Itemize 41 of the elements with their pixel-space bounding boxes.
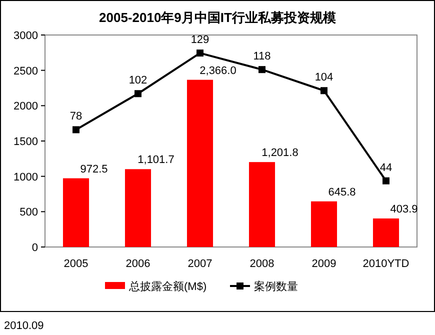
y-tick-label: 500 (20, 206, 38, 219)
bar (310, 201, 338, 247)
point (258, 66, 266, 74)
x-tick-label: 2009 (312, 258, 336, 270)
data-label: 972.5 (80, 163, 108, 176)
legend-label: 总披露金额(M$) (128, 280, 207, 293)
data-label: 2,366.0 (200, 64, 236, 77)
y-tick-label: 0 (32, 242, 38, 254)
x-tick-label: 2006 (126, 258, 150, 270)
x-tick-label: 2010YTD (362, 258, 410, 270)
chart-title: 2005-2010年9月中国IT行业私募投资规模 (99, 10, 336, 25)
data-label: 645.8 (328, 186, 356, 198)
data-label: 78 (70, 110, 82, 123)
point (382, 177, 390, 184)
bar (62, 178, 90, 247)
data-label: 1,201.8 (262, 147, 298, 160)
data-label: 403.9 (390, 203, 418, 216)
y-tick-label: 2500 (14, 65, 38, 78)
point (72, 126, 80, 134)
x-tick-label: 2008 (250, 258, 274, 270)
y-tick-label: 3000 (14, 30, 38, 42)
bar (124, 169, 152, 247)
data-label: 44 (380, 162, 392, 174)
bar (248, 162, 276, 247)
y-tick-label: 1500 (14, 136, 38, 148)
data-label: 1,101.7 (138, 154, 174, 166)
data-label: 104 (314, 72, 334, 84)
point (134, 90, 142, 98)
bar (186, 80, 214, 247)
data-label: 102 (128, 74, 148, 87)
point (320, 87, 328, 94)
text: 2010.09 (4, 320, 44, 332)
x-tick-label: 2005 (64, 258, 88, 270)
bar (372, 218, 400, 247)
y-tick-label: 1000 (14, 171, 38, 184)
x-tick-label: 2007 (188, 258, 212, 270)
legend-label: 案例数量 (254, 280, 298, 293)
point (196, 50, 204, 57)
data-label: 118 (253, 50, 271, 63)
data-label: 129 (190, 34, 210, 46)
y-tick-label: 2000 (14, 100, 38, 113)
